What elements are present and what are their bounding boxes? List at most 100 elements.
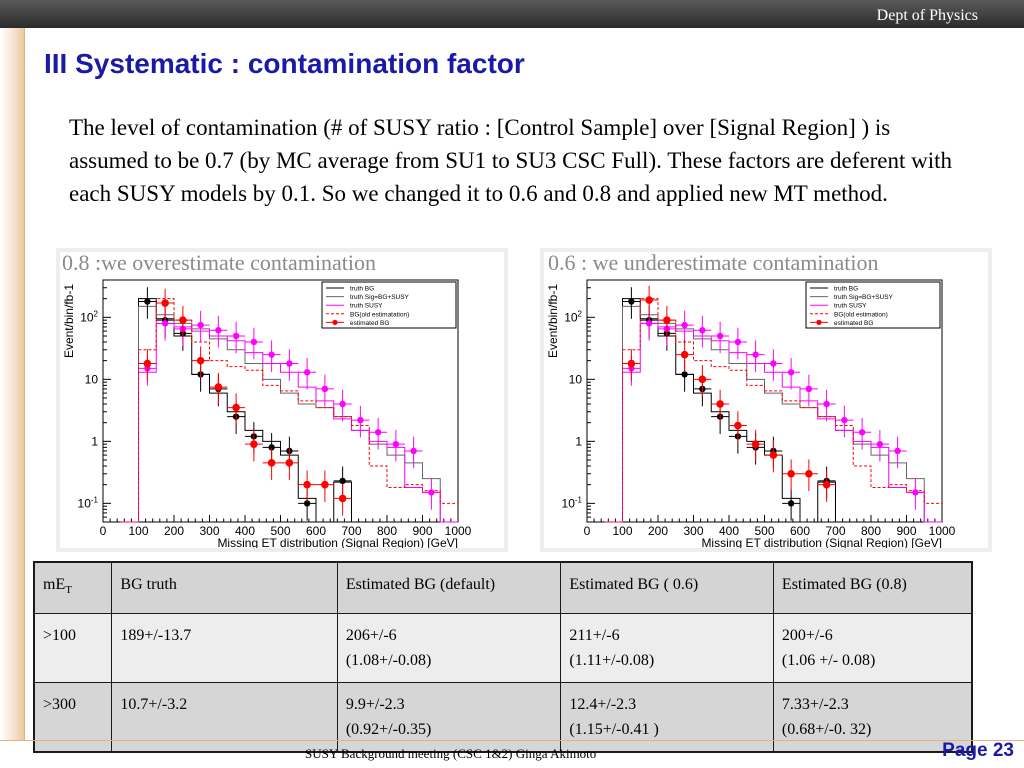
x-tick-label: 1000: [929, 524, 956, 538]
data-point-truth-susy: [357, 416, 364, 424]
cell-value: 200+/-6: [781, 627, 833, 644]
data-point-estimated-bg: [214, 383, 223, 391]
data-point-estimated-bg: [751, 440, 760, 448]
data-point-estimated-bg: [698, 375, 707, 384]
cell-value: 206+/-6: [345, 627, 397, 644]
data-point-truth-susy: [232, 332, 240, 340]
data-point-truth-susy: [681, 321, 688, 329]
footer-text: SUSY Background meeting (CSC 1&2) Ginga …: [305, 746, 597, 761]
data-point-truth-susy: [770, 360, 777, 367]
x-tick-label: 900: [412, 524, 432, 538]
x-tick-label: 400: [235, 524, 255, 538]
legend-label: truth Sig=BG+SUSY: [834, 294, 894, 301]
data-point-estimated-bg: [338, 494, 347, 503]
data-point-estimated-bg: [680, 350, 689, 359]
data-point-truth-susy: [428, 489, 435, 496]
cell-cut: >300: [33, 682, 113, 753]
data-point-truth-bg: [787, 500, 795, 507]
x-tick-label: 0: [584, 524, 591, 538]
legend-label: estimated BG: [834, 320, 873, 327]
x-tick-label: 600: [790, 524, 810, 538]
data-point-truth-bg: [144, 298, 151, 305]
page-number: Page 23: [942, 740, 1014, 761]
y-tick-label: 1: [575, 434, 582, 448]
y-tick-exponent: 2: [94, 309, 99, 318]
y-tick-label: 10-1: [78, 495, 99, 510]
cell-ratio: (1.15+/-0.41 ): [569, 721, 659, 738]
data-point-truth-bg: [303, 500, 311, 507]
data-point-truth-susy: [716, 332, 724, 340]
y-tick-base: 10: [85, 372, 99, 386]
header-cell-est-default: Estimated BG (default): [336, 561, 562, 614]
cell-value: 7.33+/-2.3: [781, 696, 849, 713]
x-tick-label: 700: [825, 524, 845, 538]
histogram-right: 0 100 200 300 400 500 600 700 800 900 100010-11101…: [546, 279, 956, 548]
legend-label: truth BG: [350, 286, 374, 293]
chart-panel-left: 0 100 200 300 400 500 600 700 800 900 1000 10-1 1 10 1…: [60, 252, 504, 548]
data-point-truth-bg: [268, 444, 275, 451]
y-tick-label: 1: [91, 434, 98, 448]
legend-marker: [332, 319, 338, 325]
y-tick-base: 1: [575, 434, 582, 448]
series-truth-sig-bg-susy: [120, 305, 458, 523]
x-tick-label: 300: [199, 524, 219, 538]
y-tick-base: 10: [564, 310, 578, 324]
data-point-estimated-bg: [161, 299, 169, 307]
data-point-truth-susy: [841, 416, 848, 424]
data-point-truth-susy: [752, 351, 759, 358]
data-point-estimated-bg: [805, 469, 813, 478]
data-point-truth-susy: [823, 400, 830, 408]
data-point-truth-bg: [628, 298, 635, 305]
y-tick-label: 10: [85, 372, 99, 386]
legend-label: estimated BG: [350, 320, 389, 327]
data-point-truth-susy: [197, 321, 204, 329]
data-point-truth-susy: [321, 385, 329, 393]
data-point-estimated-bg: [303, 480, 311, 489]
header-met-label: mE: [43, 576, 66, 593]
slide-paragraph: The level of contamination (# of SUSY ra…: [69, 115, 952, 206]
header-met-subscript: T: [65, 584, 72, 597]
data-point-truth-susy: [339, 400, 346, 408]
y-tick-exponent: 2: [578, 309, 583, 318]
data-point-truth-susy: [645, 320, 653, 327]
y-axis-title: Event/bin/fb-1: [546, 284, 560, 358]
cell-ratio: (1.11+/-0.08): [569, 652, 655, 669]
legend-label: truth BG: [834, 286, 858, 293]
x-tick-label: 500: [270, 524, 290, 538]
cell-est-06: 211+/-6 (1.11+/-0.08): [560, 613, 774, 683]
cell-est-default: 9.9+/-2.3 (0.92+/-0.35): [336, 682, 562, 753]
cell-bg-truth: 189+/-13.7: [111, 613, 338, 683]
data-point-estimated-bg: [663, 316, 671, 324]
data-point-truth-susy: [410, 447, 417, 455]
data-point-estimated-bg: [250, 440, 258, 448]
y-tick-label: 102: [80, 309, 98, 324]
data-point-truth-bg: [681, 371, 688, 378]
cell-ratio: (0.68+/-0. 32): [781, 721, 872, 738]
x-tick-label: 700: [341, 524, 361, 538]
cell-value: 12.4+/-2.3: [569, 696, 637, 713]
y-tick-base: 10: [562, 496, 576, 510]
x-tick-label: 300: [683, 524, 703, 538]
legend-label: BG(old estimatation): [350, 311, 409, 318]
top-bar: Dept of Physics: [0, 0, 1024, 28]
x-tick-label: 600: [306, 524, 326, 538]
x-tick-label: 800: [377, 524, 397, 538]
x-tick-label: 900: [896, 524, 916, 538]
cell-est-06: 12.4+/-2.3 (1.15+/-0.41 ): [560, 682, 774, 753]
data-point-truth-susy: [303, 369, 311, 376]
data-point-truth-susy: [787, 369, 795, 376]
y-tick-base: 10: [569, 372, 583, 386]
panel-title-right: 0.6 : we underestimate contamination: [548, 250, 879, 275]
y-tick-base: 10: [78, 496, 92, 510]
data-point-estimated-bg: [321, 480, 329, 489]
department-label: Dept of Physics: [876, 7, 978, 24]
data-point-truth-bg: [339, 477, 346, 485]
data-point-estimated-bg: [267, 459, 276, 467]
data-point-truth-susy: [215, 327, 222, 334]
bottom-rule: [0, 740, 1024, 741]
data-point-estimated-bg: [734, 421, 742, 430]
results-table: mET BG truth Estimated BG (default) Esti…: [33, 561, 973, 753]
legend-marker: [816, 319, 822, 325]
data-point-truth-susy: [805, 385, 813, 393]
histogram-left: 0 100 200 300 400 500 600 700 800 900 100010-11101…: [62, 279, 472, 548]
